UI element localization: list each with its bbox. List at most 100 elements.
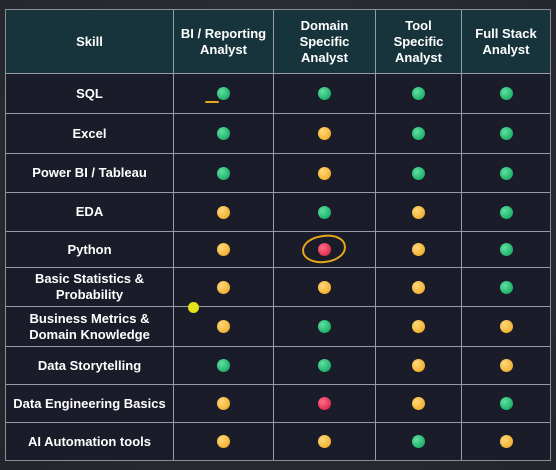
level-dot-green [318,320,331,333]
table-row: Excel [6,114,550,154]
level-cell-domain-specific-analyst [274,423,376,460]
level-dot-green [499,280,513,294]
table-row: Basic Statistics & Probability [6,268,550,307]
level-dot-green [217,359,230,372]
level-cell-domain-specific-analyst [274,385,376,423]
level-dot-yellow [412,205,425,219]
level-dot-yellow [499,359,513,372]
level-cell-bi-reporting-analyst [174,307,274,347]
level-dot-yellow [318,127,331,140]
level-dot-green [217,166,230,180]
skill-label: Data Engineering Basics [13,395,166,411]
level-dot-green [499,87,513,100]
level-cell-bi-reporting-analyst [174,154,274,193]
level-cell-full-stack-analyst [462,347,550,385]
level-dot-green [318,205,331,219]
skills-matrix-table: Skill BI / Reporting Analyst Domain Specif… [5,9,551,461]
table-row: Power BI / Tableau [6,154,550,193]
level-cell-bi-reporting-analyst [174,193,274,232]
level-dot-green [412,166,425,180]
table-row: Business Metrics & Domain Knowledge [6,307,550,347]
column-header-bi-reporting-analyst: BI / Reporting Analyst [174,10,274,74]
level-cell-tool-specific-analyst [376,232,462,268]
level-cell-full-stack-analyst [462,193,550,232]
level-cell-full-stack-analyst [462,423,550,460]
column-header-label: Skill [76,33,103,49]
level-cell-bi-reporting-analyst [174,385,274,423]
skill-cell: EDA [6,193,174,232]
skill-label: Python [67,241,112,257]
level-cell-full-stack-analyst [462,268,550,307]
level-cell-tool-specific-analyst [376,193,462,232]
level-cell-bi-reporting-analyst [174,74,274,114]
level-cell-full-stack-analyst [462,307,550,347]
level-cell-domain-specific-analyst [274,347,376,385]
level-dot-green [499,166,513,180]
level-dot-yellow [217,397,230,410]
level-dot-yellow [412,397,425,410]
column-header-full-stack-analyst: Full Stack Analyst [462,10,550,74]
table-row: Data Engineering Basics [6,385,550,423]
level-cell-domain-specific-analyst [274,232,376,268]
level-dot-green [412,127,425,140]
level-dot-yellow [318,435,331,448]
column-header-label: Domain Specific Analyst [299,17,350,65]
level-cell-full-stack-analyst [462,74,550,114]
level-dot-yellow [217,243,230,256]
level-cell-domain-specific-analyst [274,114,376,154]
skill-cell: SQL [6,74,174,114]
column-header-skill: Skill [6,10,174,74]
level-cell-bi-reporting-analyst [174,114,274,154]
level-dot-green [499,243,513,256]
column-header-domain-specific-analyst: Domain Specific Analyst [274,10,376,74]
level-dot-yellow [412,280,425,294]
level-dot-yellow [318,280,331,294]
level-dot-yellow [217,435,230,448]
level-cell-tool-specific-analyst [376,307,462,347]
level-dot-yellow [412,243,425,256]
skill-cell: Business Metrics & Domain Knowledge [6,307,174,347]
level-cell-tool-specific-analyst [376,154,462,193]
level-dot-yellow [217,320,230,333]
skill-label: Data Storytelling [37,357,142,373]
level-dot-yellow [499,435,513,448]
column-header-label: Tool Specific Analyst [393,17,444,65]
skill-label: Basic Statistics & Probability [34,271,145,302]
level-dot-red [318,397,331,410]
skill-cell: Data Storytelling [6,347,174,385]
level-cell-domain-specific-analyst [274,268,376,307]
skill-cell: Python [6,232,174,268]
level-cell-bi-reporting-analyst [174,347,274,385]
level-dot-red [318,243,331,256]
level-dot-green [318,359,331,372]
skill-cell: AI Automation tools [6,423,174,460]
level-cell-tool-specific-analyst [376,423,462,460]
skill-cell: Excel [6,114,174,154]
skill-label: Business Metrics & Domain Knowledge [29,310,150,342]
level-cell-domain-specific-analyst [274,154,376,193]
level-cell-tool-specific-analyst [376,385,462,423]
skill-cell: Data Engineering Basics [6,385,174,423]
column-header-tool-specific-analyst: Tool Specific Analyst [376,10,462,74]
skill-cell: Basic Statistics & Probability [6,268,174,307]
level-dot-green [318,87,331,100]
level-dot-yellow [412,359,425,372]
level-cell-full-stack-analyst [462,232,550,268]
level-cell-bi-reporting-analyst [174,232,274,268]
table-header-row: Skill BI / Reporting Analyst Domain Specif… [6,10,550,74]
skill-label: AI Automation tools [27,433,151,449]
level-cell-full-stack-analyst [462,385,550,423]
level-cell-tool-specific-analyst [376,268,462,307]
table-row: Data Storytelling [6,347,550,385]
level-cell-domain-specific-analyst [274,74,376,114]
level-cell-full-stack-analyst [462,154,550,193]
skill-cell: Power BI / Tableau [6,154,174,193]
level-dot-green [499,127,513,140]
level-dot-green [412,87,425,100]
level-dot-yellow [217,280,230,294]
level-dot-green [412,435,425,448]
skill-label: SQL [76,85,103,101]
level-cell-domain-specific-analyst [274,307,376,347]
skill-label: EDA [75,204,104,219]
